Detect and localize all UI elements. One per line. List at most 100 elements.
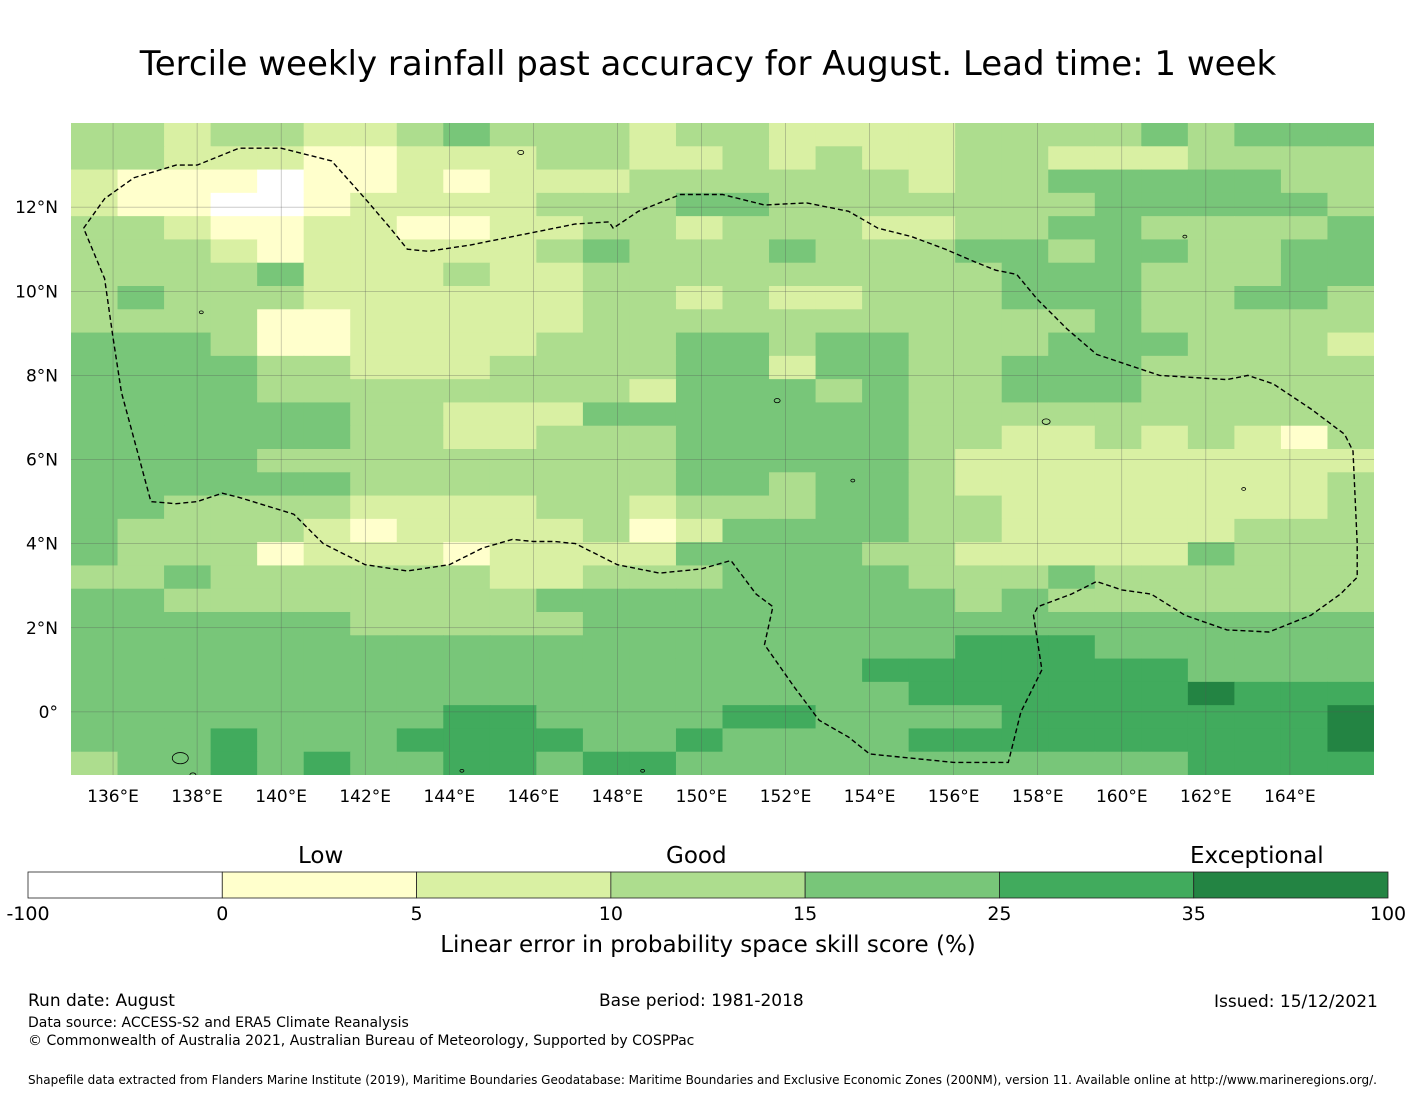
skill-cell (489, 123, 537, 147)
skill-cell (443, 612, 491, 636)
skill-cell (489, 728, 537, 753)
skill-cell (1048, 425, 1096, 450)
skill-cell (350, 146, 398, 171)
skill-cell (862, 565, 910, 590)
skill-cell (582, 216, 631, 241)
skill-cell (1187, 472, 1235, 497)
skill-cell (303, 588, 351, 613)
skill-cell (210, 123, 258, 147)
skill-cell (1234, 472, 1282, 497)
skill-cell (1001, 216, 1049, 241)
skill-cell (489, 612, 537, 636)
skill-cell (536, 449, 584, 473)
legend-label-good: Good (666, 843, 727, 869)
skill-cell (257, 449, 305, 473)
skill-cell (1001, 542, 1049, 567)
skill-cell (862, 542, 910, 567)
skill-cell (1094, 565, 1142, 590)
skill-cell (396, 635, 444, 660)
colorbar-tick-label: 35 (1182, 903, 1206, 925)
skill-cell (1094, 588, 1142, 613)
colorbar-tick-label: -100 (6, 903, 49, 925)
skill-cell (117, 518, 165, 543)
skill-cell (303, 379, 351, 404)
skill-cell (675, 449, 724, 473)
skill-cell (71, 565, 119, 590)
skill-cell (71, 309, 119, 334)
skill-cell (955, 705, 1003, 730)
longitude-tick-label: 152°E (760, 787, 812, 807)
skill-cell (71, 751, 119, 775)
skill-cell (862, 588, 910, 613)
skill-cell (443, 449, 491, 473)
skill-cell (1234, 681, 1282, 706)
skill-cell (1141, 612, 1189, 636)
skill-cell (350, 635, 398, 660)
skill-cell (815, 565, 863, 590)
skill-cell (629, 286, 677, 310)
skill-cell (862, 705, 910, 730)
skill-cell (908, 192, 956, 217)
skill-cell (71, 518, 119, 543)
skill-cell (908, 472, 956, 497)
skill-cell (1280, 449, 1329, 473)
skill-cell (1048, 146, 1096, 171)
skill-cell (164, 751, 212, 775)
island-outline (850, 478, 856, 483)
skill-cell (675, 169, 724, 194)
skill-cell (71, 472, 119, 497)
skill-cell (350, 332, 398, 357)
skill-cell (1141, 751, 1189, 775)
skill-cell (722, 681, 770, 706)
island-outline (189, 772, 197, 775)
skill-cell (955, 495, 1003, 520)
skill-cell (71, 495, 119, 520)
skill-cell (303, 542, 351, 567)
skill-cell (1094, 449, 1142, 473)
skill-cell (1048, 681, 1096, 706)
skill-cell (582, 332, 631, 357)
skill-cell (769, 612, 817, 636)
skill-cell (815, 518, 863, 543)
skill-cell (1094, 518, 1142, 543)
eez-boundary (82, 147, 1358, 764)
skill-cell (303, 472, 351, 497)
skill-cell (908, 286, 956, 310)
skill-cell (955, 449, 1003, 473)
skill-cell (257, 355, 305, 380)
skill-cell (71, 332, 119, 357)
skill-cell (443, 262, 491, 287)
skill-cell (303, 192, 351, 217)
skill-cell (536, 309, 584, 334)
colorbar-box (1193, 871, 1389, 899)
skill-cell (582, 495, 631, 520)
skill-cell (815, 705, 863, 730)
skill-cell (1048, 379, 1096, 404)
skill-cell (675, 192, 724, 217)
latitude-tick-label: 8°N (26, 366, 58, 386)
skill-cell (722, 705, 770, 730)
skill-cell (303, 355, 351, 380)
skill-cell (117, 355, 165, 380)
skill-cell (1048, 332, 1096, 357)
skill-cell (955, 542, 1003, 567)
skill-cell (1094, 705, 1142, 730)
skill-cell (582, 379, 631, 404)
skill-cell (164, 169, 212, 194)
skill-cell (1141, 379, 1189, 404)
skill-cell (629, 728, 677, 753)
skill-cell (629, 588, 677, 613)
skill-cell (443, 705, 491, 730)
skill-cell (1001, 332, 1049, 357)
skill-cell (1187, 565, 1235, 590)
skill-cell (1001, 192, 1049, 217)
skill-cell (489, 146, 537, 171)
skill-cell (815, 239, 863, 264)
skill-cell (908, 355, 956, 380)
colorbar-tick-labels: -100 0 5 10 15 25 35 100 (6, 903, 1406, 925)
skill-cell (1280, 332, 1329, 357)
skill-cell (722, 565, 770, 590)
skill-cell (164, 286, 212, 310)
skill-cell (862, 216, 910, 241)
skill-cell (862, 681, 910, 706)
